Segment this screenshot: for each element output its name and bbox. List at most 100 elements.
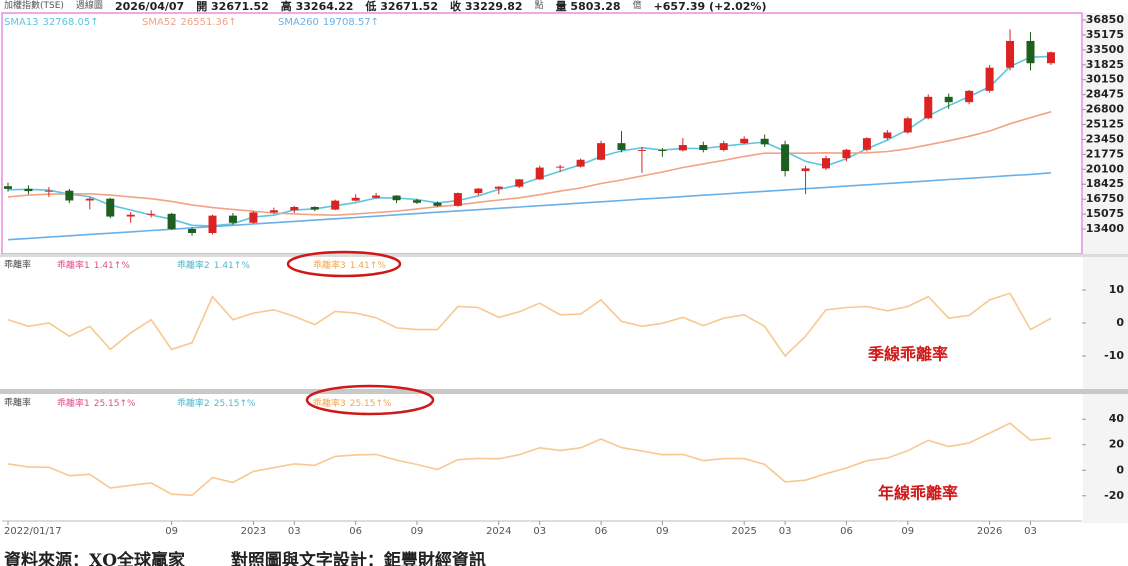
- legend-name: 乖離率2: [177, 259, 210, 271]
- candle-body: [740, 138, 749, 144]
- candle-body: [65, 190, 74, 201]
- deviation-line: [7, 292, 1052, 358]
- candle-body: [637, 149, 646, 151]
- header-item: 高 33264.22: [280, 0, 354, 13]
- candle-body: [801, 168, 810, 172]
- panel-title: 乖離率: [4, 259, 31, 271]
- candle-body: [535, 167, 544, 180]
- legend-entry: SMA13 32768.05↑: [4, 17, 99, 28]
- header-item: +657.39 (+2.02%): [653, 0, 767, 13]
- x-tick-label: 2024: [486, 526, 511, 537]
- footer-design: 對照圖與文字設計：鉅豐財經資訊: [230, 551, 486, 566]
- legend-name: SMA13: [4, 17, 39, 28]
- candle-body: [413, 200, 421, 203]
- candle-body: [719, 143, 728, 151]
- candle-body: [44, 190, 53, 192]
- candle-body: [515, 179, 524, 187]
- candle-body: [24, 188, 33, 192]
- candle-body: [228, 215, 237, 223]
- legend-name: SMA52: [142, 17, 177, 28]
- candle-body: [188, 229, 197, 234]
- legend-value: 1.41↑%: [94, 261, 131, 271]
- candle-body: [965, 90, 974, 103]
- legend-value: 1.41↑%: [350, 261, 387, 271]
- candle-body: [126, 214, 135, 217]
- legend-value: 32768.05↑: [43, 17, 99, 28]
- y-tick-label: 20100: [1086, 162, 1125, 175]
- x-tick-label: 03: [533, 526, 546, 537]
- legend-value: 25.15↑%: [94, 399, 136, 409]
- legend-entry: 乖離率1 1.41↑%: [57, 259, 130, 271]
- highlight-ellipse: [286, 250, 402, 278]
- candle-body: [474, 188, 483, 194]
- header-item: 量 5803.28: [555, 0, 621, 13]
- x-tick-label: 09: [656, 526, 669, 537]
- legend-value: 1.41↑%: [214, 261, 251, 271]
- axis-band: [1083, 13, 1128, 523]
- sma-line: [7, 55, 1052, 227]
- candle-body: [331, 200, 340, 210]
- candle-body: [310, 206, 319, 210]
- x-tick-label: 09: [901, 526, 914, 537]
- header-item: 低 32671.52: [365, 0, 438, 13]
- y-tick-label: 10: [1109, 283, 1125, 296]
- header-item: 收 33229.82: [449, 0, 523, 13]
- candle-body: [494, 186, 503, 189]
- header-item: 開 32671.52: [196, 0, 269, 13]
- legend-entry: 乖離率3 25.15↑%: [313, 397, 392, 409]
- legend-entry: 乖離率1 25.15↑%: [57, 397, 136, 409]
- highlight-ellipse: [305, 384, 435, 416]
- candle-body: [433, 202, 442, 206]
- candle-body: [658, 149, 667, 151]
- legend-value: 19708.57↑: [323, 17, 379, 28]
- candle-body: [1006, 40, 1015, 68]
- legend-name: SMA260: [278, 17, 319, 28]
- legend-entry: 乖離率2 25.15↑%: [177, 397, 256, 409]
- candle-body: [351, 197, 360, 201]
- candle-body: [392, 195, 401, 201]
- candle-body: [678, 145, 687, 151]
- candle-body: [556, 166, 565, 168]
- legend-entry: 乖離率3 1.41↑%: [313, 259, 386, 271]
- legend-name: 乖離率1: [57, 259, 90, 271]
- candle-body: [85, 198, 94, 201]
- y-tick-label: 13400: [1086, 222, 1125, 235]
- candle-body: [699, 145, 708, 151]
- y-tick-label: 20: [1109, 438, 1125, 451]
- candle-body: [903, 118, 912, 133]
- y-tick-label: 21775: [1086, 147, 1124, 160]
- legend-entry: SMA52 26551.36↑: [142, 17, 237, 28]
- y-tick-label: 36850: [1086, 13, 1125, 26]
- candle-body: [453, 193, 462, 206]
- legend-name: 乖離率3: [313, 259, 346, 271]
- candle-body: [924, 96, 933, 119]
- candle-body: [862, 138, 871, 150]
- sma-line: [7, 172, 1052, 241]
- header-item: 2026/04/07: [114, 0, 185, 13]
- candle-body: [147, 213, 156, 215]
- y-tick-label: 40: [1109, 412, 1125, 425]
- header: 加權指數(TSE) 週線圖 2026/04/07 開 32671.52 高 33…: [4, 0, 766, 13]
- y-tick-label: 23450: [1086, 132, 1125, 145]
- y-tick-label: 26800: [1086, 103, 1125, 116]
- y-tick-label: 28475: [1086, 88, 1124, 101]
- legend-name: 乖離率2: [177, 397, 210, 409]
- legend-entry: SMA260 19708.57↑: [278, 17, 379, 28]
- y-tick-label: 16750: [1086, 192, 1125, 205]
- legend-value: 26551.36↑: [181, 17, 237, 28]
- y-tick-label: 0: [1116, 463, 1124, 476]
- x-tick-label: 03: [779, 526, 792, 537]
- y-tick-label: 33500: [1086, 43, 1125, 56]
- legend-entry: 乖離率2 1.41↑%: [177, 259, 250, 271]
- x-tick-label: 2026: [977, 526, 1002, 537]
- candle-body: [883, 132, 892, 139]
- panel-separator: [0, 254, 1128, 257]
- y-tick-label: -10: [1104, 349, 1124, 362]
- y-tick-label: 15075: [1086, 207, 1124, 220]
- legend-value: 25.15↑%: [350, 399, 392, 409]
- candle-body: [106, 198, 115, 217]
- header-item: 點: [534, 1, 544, 11]
- legend-value: 25.15↑%: [214, 399, 256, 409]
- candle-body: [249, 212, 258, 223]
- candle-body: [208, 215, 217, 234]
